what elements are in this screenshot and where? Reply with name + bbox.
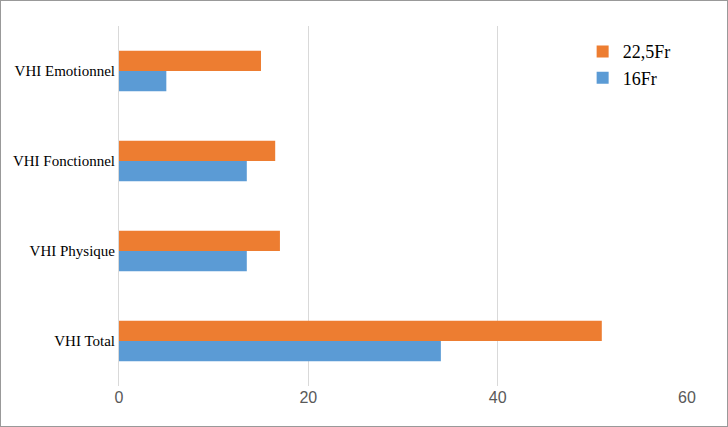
svg-text:VHI Total: VHI Total	[54, 333, 115, 349]
svg-text:VHI Physique: VHI Physique	[30, 243, 116, 259]
svg-text:22,5Fr: 22,5Fr	[623, 42, 671, 62]
svg-text:20: 20	[299, 389, 317, 406]
svg-text:VHI Fonctionnel: VHI Fonctionnel	[13, 153, 115, 169]
svg-text:0: 0	[115, 389, 124, 406]
svg-text:40: 40	[489, 389, 507, 406]
svg-text:16Fr: 16Fr	[623, 69, 657, 89]
svg-text:VHI Emotionnel: VHI Emotionnel	[15, 63, 115, 79]
svg-text:60: 60	[678, 389, 696, 406]
